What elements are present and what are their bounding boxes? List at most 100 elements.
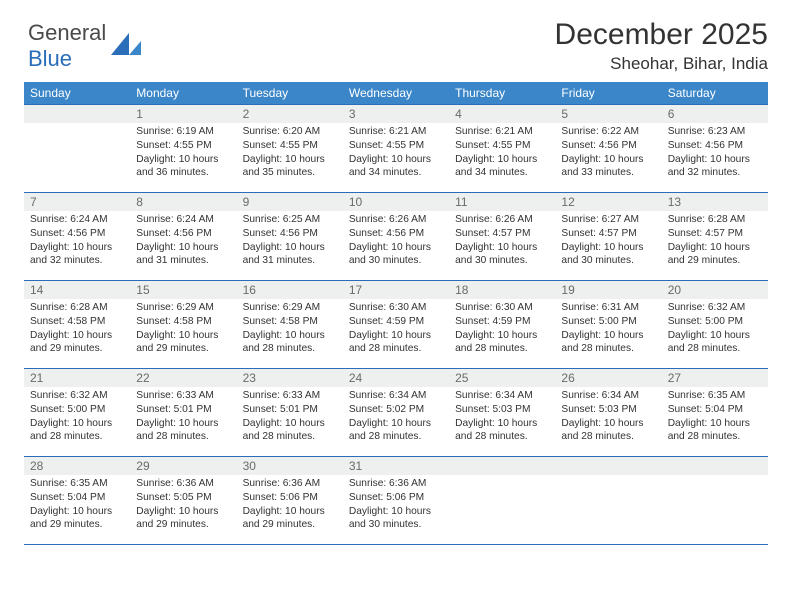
day-number: 8 <box>130 193 236 211</box>
calendar-day-cell: 27Sunrise: 6:35 AMSunset: 5:04 PMDayligh… <box>662 369 768 457</box>
calendar-day-cell: 26Sunrise: 6:34 AMSunset: 5:03 PMDayligh… <box>555 369 661 457</box>
calendar-day-cell: 19Sunrise: 6:31 AMSunset: 5:00 PMDayligh… <box>555 281 661 369</box>
day-info: Sunrise: 6:24 AMSunset: 4:56 PMDaylight:… <box>24 211 130 272</box>
day-info: Sunrise: 6:30 AMSunset: 4:59 PMDaylight:… <box>343 299 449 360</box>
calendar-day-cell: 9Sunrise: 6:25 AMSunset: 4:56 PMDaylight… <box>237 193 343 281</box>
calendar-day-cell: 30Sunrise: 6:36 AMSunset: 5:06 PMDayligh… <box>237 457 343 545</box>
day-number: 28 <box>24 457 130 475</box>
day-number: 29 <box>130 457 236 475</box>
day-info: Sunrise: 6:35 AMSunset: 5:04 PMDaylight:… <box>24 475 130 536</box>
calendar-day-cell: 18Sunrise: 6:30 AMSunset: 4:59 PMDayligh… <box>449 281 555 369</box>
day-info: Sunrise: 6:31 AMSunset: 5:00 PMDaylight:… <box>555 299 661 360</box>
day-info: Sunrise: 6:36 AMSunset: 5:06 PMDaylight:… <box>237 475 343 536</box>
day-info: Sunrise: 6:26 AMSunset: 4:57 PMDaylight:… <box>449 211 555 272</box>
calendar-day-cell: 17Sunrise: 6:30 AMSunset: 4:59 PMDayligh… <box>343 281 449 369</box>
day-number: 14 <box>24 281 130 299</box>
calendar-day-cell <box>555 457 661 545</box>
calendar-table: Sunday Monday Tuesday Wednesday Thursday… <box>24 82 768 545</box>
weekday-header: Wednesday <box>343 82 449 105</box>
calendar-day-cell: 7Sunrise: 6:24 AMSunset: 4:56 PMDaylight… <box>24 193 130 281</box>
day-info: Sunrise: 6:29 AMSunset: 4:58 PMDaylight:… <box>237 299 343 360</box>
calendar-week-row: 7Sunrise: 6:24 AMSunset: 4:56 PMDaylight… <box>24 193 768 281</box>
day-number: 10 <box>343 193 449 211</box>
weekday-header: Thursday <box>449 82 555 105</box>
day-info: Sunrise: 6:26 AMSunset: 4:56 PMDaylight:… <box>343 211 449 272</box>
calendar-week-row: 1Sunrise: 6:19 AMSunset: 4:55 PMDaylight… <box>24 105 768 193</box>
calendar-day-cell: 1Sunrise: 6:19 AMSunset: 4:55 PMDaylight… <box>130 105 236 193</box>
calendar-day-cell: 28Sunrise: 6:35 AMSunset: 5:04 PMDayligh… <box>24 457 130 545</box>
calendar-day-cell: 25Sunrise: 6:34 AMSunset: 5:03 PMDayligh… <box>449 369 555 457</box>
calendar-day-cell: 12Sunrise: 6:27 AMSunset: 4:57 PMDayligh… <box>555 193 661 281</box>
day-number: 18 <box>449 281 555 299</box>
day-info: Sunrise: 6:27 AMSunset: 4:57 PMDaylight:… <box>555 211 661 272</box>
day-number: 26 <box>555 369 661 387</box>
day-number: 5 <box>555 105 661 123</box>
day-number: 21 <box>24 369 130 387</box>
calendar-week-row: 14Sunrise: 6:28 AMSunset: 4:58 PMDayligh… <box>24 281 768 369</box>
day-number: 20 <box>662 281 768 299</box>
day-number: 15 <box>130 281 236 299</box>
day-info: Sunrise: 6:34 AMSunset: 5:02 PMDaylight:… <box>343 387 449 448</box>
day-info: Sunrise: 6:32 AMSunset: 5:00 PMDaylight:… <box>24 387 130 448</box>
day-number: 6 <box>662 105 768 123</box>
day-number: 22 <box>130 369 236 387</box>
day-info: Sunrise: 6:34 AMSunset: 5:03 PMDaylight:… <box>555 387 661 448</box>
day-number-empty <box>555 457 661 475</box>
day-info: Sunrise: 6:24 AMSunset: 4:56 PMDaylight:… <box>130 211 236 272</box>
day-info: Sunrise: 6:22 AMSunset: 4:56 PMDaylight:… <box>555 123 661 184</box>
day-info: Sunrise: 6:21 AMSunset: 4:55 PMDaylight:… <box>449 123 555 184</box>
day-number: 9 <box>237 193 343 211</box>
calendar-day-cell <box>662 457 768 545</box>
day-number: 23 <box>237 369 343 387</box>
day-info: Sunrise: 6:35 AMSunset: 5:04 PMDaylight:… <box>662 387 768 448</box>
weekday-header: Friday <box>555 82 661 105</box>
day-info: Sunrise: 6:32 AMSunset: 5:00 PMDaylight:… <box>662 299 768 360</box>
calendar-day-cell: 22Sunrise: 6:33 AMSunset: 5:01 PMDayligh… <box>130 369 236 457</box>
calendar-day-cell: 2Sunrise: 6:20 AMSunset: 4:55 PMDaylight… <box>237 105 343 193</box>
calendar-day-cell: 5Sunrise: 6:22 AMSunset: 4:56 PMDaylight… <box>555 105 661 193</box>
calendar-day-cell <box>449 457 555 545</box>
day-number: 3 <box>343 105 449 123</box>
day-number: 31 <box>343 457 449 475</box>
day-info: Sunrise: 6:34 AMSunset: 5:03 PMDaylight:… <box>449 387 555 448</box>
calendar-day-cell: 6Sunrise: 6:23 AMSunset: 4:56 PMDaylight… <box>662 105 768 193</box>
day-number-empty <box>449 457 555 475</box>
day-number: 24 <box>343 369 449 387</box>
day-number: 11 <box>449 193 555 211</box>
calendar-day-cell: 4Sunrise: 6:21 AMSunset: 4:55 PMDaylight… <box>449 105 555 193</box>
day-info: Sunrise: 6:21 AMSunset: 4:55 PMDaylight:… <box>343 123 449 184</box>
logo: General Blue <box>28 20 141 72</box>
calendar-day-cell <box>24 105 130 193</box>
calendar-day-cell: 8Sunrise: 6:24 AMSunset: 4:56 PMDaylight… <box>130 193 236 281</box>
calendar-day-cell: 24Sunrise: 6:34 AMSunset: 5:02 PMDayligh… <box>343 369 449 457</box>
day-number: 19 <box>555 281 661 299</box>
day-number: 12 <box>555 193 661 211</box>
logo-text: General Blue <box>28 20 106 72</box>
day-number: 25 <box>449 369 555 387</box>
calendar-day-cell: 11Sunrise: 6:26 AMSunset: 4:57 PMDayligh… <box>449 193 555 281</box>
day-info: Sunrise: 6:36 AMSunset: 5:06 PMDaylight:… <box>343 475 449 536</box>
day-number: 30 <box>237 457 343 475</box>
calendar-day-cell: 21Sunrise: 6:32 AMSunset: 5:00 PMDayligh… <box>24 369 130 457</box>
day-number: 13 <box>662 193 768 211</box>
day-number: 7 <box>24 193 130 211</box>
day-info: Sunrise: 6:29 AMSunset: 4:58 PMDaylight:… <box>130 299 236 360</box>
day-number: 1 <box>130 105 236 123</box>
day-info: Sunrise: 6:23 AMSunset: 4:56 PMDaylight:… <box>662 123 768 184</box>
logo-mark-icon <box>111 33 141 60</box>
calendar-day-cell: 13Sunrise: 6:28 AMSunset: 4:57 PMDayligh… <box>662 193 768 281</box>
weekday-header: Saturday <box>662 82 768 105</box>
calendar-week-row: 21Sunrise: 6:32 AMSunset: 5:00 PMDayligh… <box>24 369 768 457</box>
calendar-day-cell: 16Sunrise: 6:29 AMSunset: 4:58 PMDayligh… <box>237 281 343 369</box>
calendar-day-cell: 15Sunrise: 6:29 AMSunset: 4:58 PMDayligh… <box>130 281 236 369</box>
day-number-empty <box>662 457 768 475</box>
calendar-day-cell: 29Sunrise: 6:36 AMSunset: 5:05 PMDayligh… <box>130 457 236 545</box>
logo-text-b: Blue <box>28 46 72 71</box>
day-number: 16 <box>237 281 343 299</box>
day-number: 17 <box>343 281 449 299</box>
day-number: 4 <box>449 105 555 123</box>
weekday-header-row: Sunday Monday Tuesday Wednesday Thursday… <box>24 82 768 105</box>
calendar-day-cell: 31Sunrise: 6:36 AMSunset: 5:06 PMDayligh… <box>343 457 449 545</box>
day-info: Sunrise: 6:25 AMSunset: 4:56 PMDaylight:… <box>237 211 343 272</box>
day-number: 2 <box>237 105 343 123</box>
